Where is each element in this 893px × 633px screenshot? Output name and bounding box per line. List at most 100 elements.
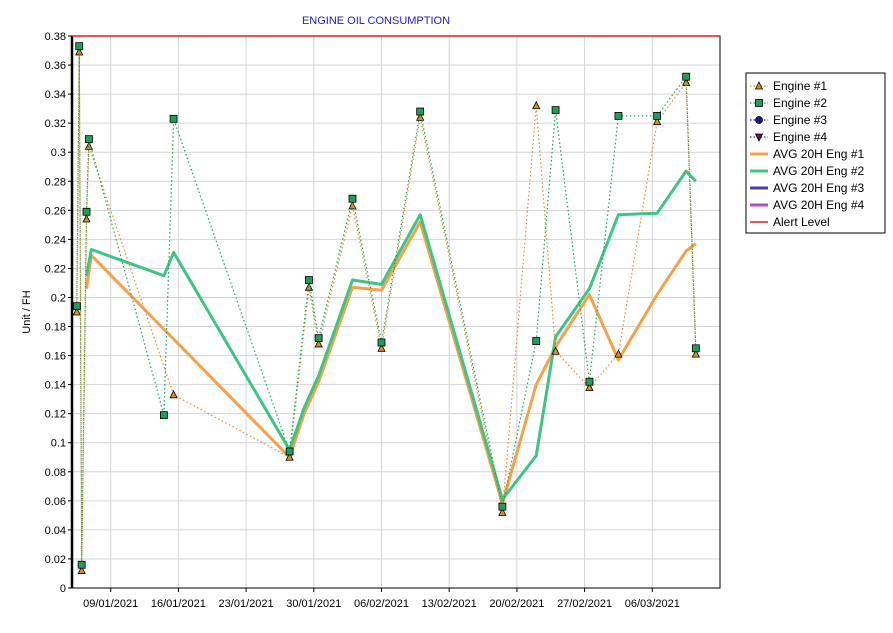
y-tick-label: 0.08: [45, 467, 66, 479]
y-tick-label: 0.18: [45, 322, 66, 334]
engine-2-point: [85, 135, 93, 144]
y-tick-label: 0.28: [45, 176, 66, 188]
engine-1-point: [498, 507, 507, 516]
plot-frame: [71, 35, 721, 589]
engine-2-point: [314, 334, 323, 343]
y-tick-label: 0.32: [45, 118, 66, 130]
y-axis-ticks: 0 0.02 0.04 0.06 0.08 0.1 0.12 0.14 0.16 0.18 0.2 0…: [45, 31, 72, 595]
y-tick-label: 0.22: [45, 263, 66, 275]
engine-points: [72, 42, 700, 574]
series-layer: [72, 35, 720, 574]
y-tick-label: 0.1: [51, 438, 66, 450]
legend-label: Engine #2: [773, 96, 827, 110]
engine-2-point: [682, 72, 691, 81]
engine-2-point: [551, 106, 560, 114]
x-tick-label: 09/01/2021: [83, 598, 138, 610]
legend-label: AVG 20H Eng #3: [773, 181, 864, 195]
engine-1-point: [377, 343, 386, 352]
legend-item-engine-3: Engine #3: [750, 113, 827, 127]
engine-2-point: [377, 338, 386, 347]
engine-1-point: [169, 389, 178, 399]
engine-2-point: [416, 107, 425, 116]
y-tick-label: 0.24: [45, 234, 66, 246]
engine-2-point: [691, 344, 700, 353]
avg-lines: [85, 169, 697, 506]
legend-swatch-marker: [754, 81, 764, 90]
x-tick-label: 27/02/2021: [557, 598, 612, 610]
engine-2-point: [72, 302, 81, 311]
avg-20h-eng-1-line: [85, 220, 697, 506]
legend-label: AVG 20H Eng #2: [773, 164, 864, 178]
engine-2-point: [77, 560, 86, 569]
y-tick-label: 0: [60, 583, 66, 595]
engine-1-point: [551, 346, 560, 355]
legend-label: Alert Level: [773, 215, 830, 229]
y-axis-label: Unit / FH: [21, 290, 33, 333]
engine-1-point: [532, 100, 541, 110]
engine-2-point: [653, 111, 662, 120]
engine-2-point: [159, 411, 168, 420]
engine-2-point: [75, 42, 84, 51]
legend-label: AVG 20H Eng #4: [773, 198, 864, 212]
x-tick-label: 20/02/2021: [489, 598, 544, 610]
engine-2-point: [82, 207, 91, 216]
x-tick-label: 06/03/2021: [625, 598, 680, 610]
legend-swatch-marker: [755, 116, 763, 124]
legend-label: Engine #3: [773, 113, 827, 127]
legend-item-avg-20h-eng-4: AVG 20H Eng #4: [750, 198, 864, 212]
x-tick-label: 30/01/2021: [286, 598, 341, 610]
engine-1-point: [691, 349, 700, 358]
engine-2-series: [72, 42, 700, 569]
engine-1-point: [585, 382, 594, 391]
engine-2-point: [614, 111, 623, 120]
legend-label: Engine #1: [773, 79, 827, 93]
y-tick-label: 0.38: [45, 31, 66, 43]
y-tick-label: 0.2: [51, 292, 66, 304]
y-tick-label: 0.36: [45, 60, 66, 72]
x-axis-ticks: 09/01/2021 16/01/2021 23/01/2021 30/01/2021…: [83, 588, 680, 610]
legend-item-engine-1: Engine #1: [750, 79, 827, 93]
chart-title: ENGINE OIL CONSUMPTION: [302, 15, 450, 27]
y-tick-label: 0.02: [45, 554, 66, 566]
legend-label: AVG 20H Eng #1: [773, 147, 864, 161]
legend-box: [745, 72, 886, 234]
engine-2-dotted-line: [76, 46, 697, 565]
engine-1-point: [72, 307, 81, 316]
engine-2-point: [585, 377, 594, 386]
x-tick-label: 13/02/2021: [422, 598, 477, 610]
engine-1-point: [304, 282, 314, 291]
engine-1-point: [416, 112, 425, 121]
legend-item-alert-level: Alert Level: [750, 215, 830, 229]
x-tick-label: 06/02/2021: [354, 598, 409, 610]
engine-2-point: [498, 502, 507, 511]
y-tick-label: 0.06: [45, 496, 66, 508]
engine-1-dotted-line: [76, 51, 697, 571]
y-tick-label: 0.34: [45, 89, 66, 101]
engine-2-point: [348, 194, 357, 203]
y-tick-label: 0.3: [51, 147, 66, 159]
legend: Engine #1 Engine #2 Engine #3 Engine #4 AVG …: [745, 72, 886, 234]
y-tick-label: 0.12: [45, 409, 66, 421]
engine-2-point: [532, 337, 541, 345]
engine-1-point: [314, 339, 323, 348]
engine-1-point: [77, 565, 86, 574]
grid: [72, 35, 720, 589]
legend-swatch-marker: [755, 99, 763, 107]
legend-label: Engine #4: [773, 130, 827, 144]
x-tick-label: 23/01/2021: [219, 598, 274, 610]
engine-1-point: [652, 116, 662, 126]
legend-item-avg-20h-eng-1: AVG 20H Eng #1: [750, 147, 864, 161]
engine-2-point: [285, 447, 294, 456]
y-tick-label: 0.16: [45, 351, 66, 363]
legend-swatch-marker: [754, 133, 764, 142]
engine-2-point: [169, 114, 178, 123]
legend-item-engine-2: Engine #2: [750, 96, 827, 110]
legend-item-avg-20h-eng-3: AVG 20H Eng #3: [750, 181, 864, 195]
engine-2-point: [305, 276, 313, 284]
x-tick-label: 16/01/2021: [151, 598, 206, 610]
engine-1-point: [614, 349, 623, 358]
engine-1-point: [285, 452, 294, 461]
avg-20h-eng-2-line: [85, 169, 697, 501]
legend-item-avg-20h-eng-2: AVG 20H Eng #2: [750, 164, 864, 178]
